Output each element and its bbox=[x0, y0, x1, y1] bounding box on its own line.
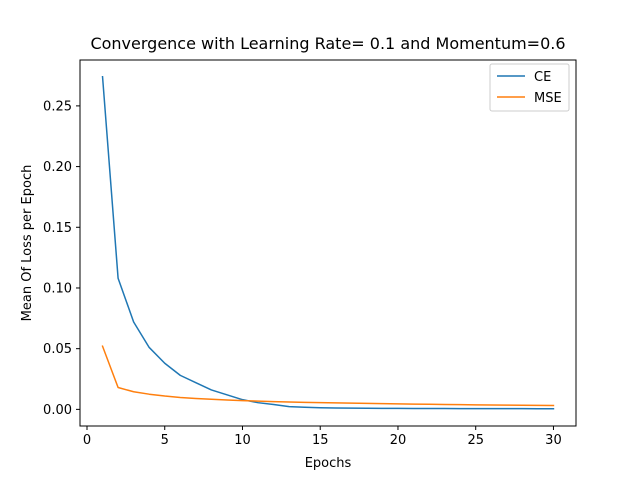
x-tick-label: 5 bbox=[161, 433, 169, 448]
chart-title: Convergence with Learning Rate= 0.1 and … bbox=[90, 34, 565, 53]
x-tick-label: 30 bbox=[545, 433, 562, 448]
y-tick-label: 0.15 bbox=[43, 221, 72, 236]
x-tick-label: 0 bbox=[83, 433, 91, 448]
x-axis: 0 5 10 15 20 25 30 bbox=[83, 426, 562, 448]
y-tick-label: 0.00 bbox=[43, 403, 72, 418]
legend-label-ce: CE bbox=[534, 70, 551, 85]
x-tick-label: 15 bbox=[312, 433, 329, 448]
x-axis-label: Epochs bbox=[305, 456, 352, 471]
x-tick-label: 10 bbox=[234, 433, 251, 448]
series-line-ce bbox=[101, 75, 555, 410]
legend: CE MSE bbox=[489, 63, 570, 112]
y-tick-label: 0.10 bbox=[43, 281, 72, 296]
plot-area bbox=[79, 59, 577, 427]
x-tick-label: 20 bbox=[390, 433, 407, 448]
series-line-mse bbox=[101, 345, 555, 407]
y-axis: 0.00 0.05 0.10 0.15 0.20 0.25 bbox=[43, 99, 80, 418]
legend-label-mse: MSE bbox=[534, 91, 562, 106]
axes-frame bbox=[79, 59, 577, 427]
y-axis-label: Mean Of Loss per Epoch bbox=[20, 165, 35, 322]
y-tick-label: 0.20 bbox=[43, 160, 72, 175]
x-tick-label: 25 bbox=[467, 433, 484, 448]
y-tick-label: 0.25 bbox=[43, 99, 72, 114]
y-tick-label: 0.05 bbox=[43, 342, 72, 357]
series-layer bbox=[101, 75, 555, 410]
